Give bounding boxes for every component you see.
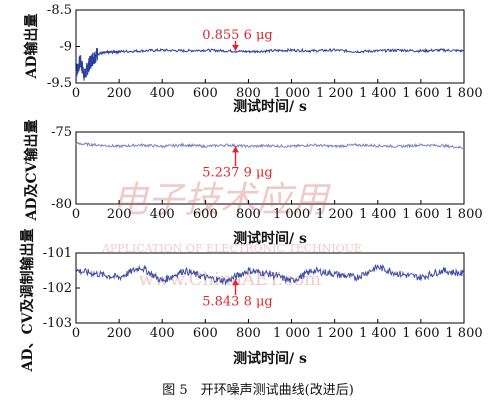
xlabel-3: 测试时间/ s xyxy=(233,350,307,367)
y-tick-label: -75 xyxy=(51,125,72,140)
x-tick-label: 1 000 xyxy=(273,86,310,101)
y-tick-label: -103 xyxy=(43,316,72,331)
x-tick-label: 1 600 xyxy=(402,207,439,222)
plot-frame-1 xyxy=(75,9,465,84)
x-tick-label: 1 600 xyxy=(402,326,439,341)
x-tick-label: 800 xyxy=(236,326,261,341)
panel-2: AD及CV输出量 测试时间/ s xyxy=(23,119,465,247)
x-tick-label: 400 xyxy=(150,207,175,222)
annotation-arrowhead xyxy=(232,279,240,286)
x-tick-label: 400 xyxy=(150,86,175,101)
watermark-chinese: 电子技术应用 xyxy=(112,180,331,221)
x-tick-label: 1 800 xyxy=(445,207,482,222)
x-tick-label: 1 400 xyxy=(359,326,396,341)
series-line xyxy=(75,141,465,150)
annotation-arrowhead xyxy=(232,44,240,51)
annotation-label: 0.855 6 μg xyxy=(202,28,273,43)
x-tick-label: 1 400 xyxy=(359,207,396,222)
x-tick-label: 400 xyxy=(150,326,175,341)
x-tick-label: 200 xyxy=(107,326,132,341)
series-line xyxy=(75,47,465,81)
x-tick-label: 1 600 xyxy=(402,86,439,101)
x-tick-label: 200 xyxy=(107,86,132,101)
x-tick-label: 600 xyxy=(193,86,218,101)
y-tick-label: -9 xyxy=(59,40,72,55)
figure-caption: 图 5 开环噪声测试曲线(改进后) xyxy=(162,383,354,398)
watermark-english: APPLICATION OF ELECTRONIC TECHNIQUE xyxy=(101,242,362,255)
ylabel-1: AD输出量 xyxy=(23,13,40,79)
x-tick-label: 1 000 xyxy=(273,207,310,222)
watermark: 电子技术应用 APPLICATION OF ELECTRONIC TECHNIQ… xyxy=(101,180,362,290)
y-tick-label: -102 xyxy=(43,281,72,296)
x-tick-label: 200 xyxy=(107,207,132,222)
x-tick-label: 0 xyxy=(72,326,80,341)
y-tick-label: -8.5 xyxy=(47,3,72,18)
xlabel-2: 测试时间/ s xyxy=(233,230,307,247)
annotation-label: 5.843 8 μg xyxy=(202,294,273,309)
x-tick-label: 600 xyxy=(193,207,218,222)
x-tick-label: 0 xyxy=(72,207,80,222)
x-tick-label: 1 800 xyxy=(445,326,482,341)
ylabel-2: AD及CV输出量 xyxy=(23,119,40,221)
y-tick-label: -80 xyxy=(51,197,72,212)
panel-3: AD、CV及调制输出量 测试时间/ s xyxy=(19,228,465,373)
xlabel-1: 测试时间/ s xyxy=(233,98,307,115)
x-tick-label: 1 200 xyxy=(316,86,353,101)
x-tick-label: 1 200 xyxy=(316,326,353,341)
x-tick-label: 1 000 xyxy=(273,326,310,341)
y-tick-label: -101 xyxy=(43,246,72,261)
ylabel-3: AD、CV及调制输出量 xyxy=(19,228,36,372)
x-tick-label: 1 800 xyxy=(445,86,482,101)
plot-frame-2 xyxy=(75,131,465,205)
annotation-arrowhead xyxy=(232,146,240,153)
x-tick-label: 600 xyxy=(193,326,218,341)
x-tick-label: 1 400 xyxy=(359,86,396,101)
x-tick-label: 800 xyxy=(236,207,261,222)
annotation-label: 5.237 9 μg xyxy=(202,165,273,180)
panel-1: AD输出量 测试时间/ s xyxy=(23,9,465,115)
series-line xyxy=(75,264,465,286)
x-tick-label: 1 200 xyxy=(316,207,353,222)
x-tick-label: 800 xyxy=(236,86,261,101)
x-tick-label: 0 xyxy=(72,86,80,101)
y-tick-label: -9.5 xyxy=(47,76,72,91)
